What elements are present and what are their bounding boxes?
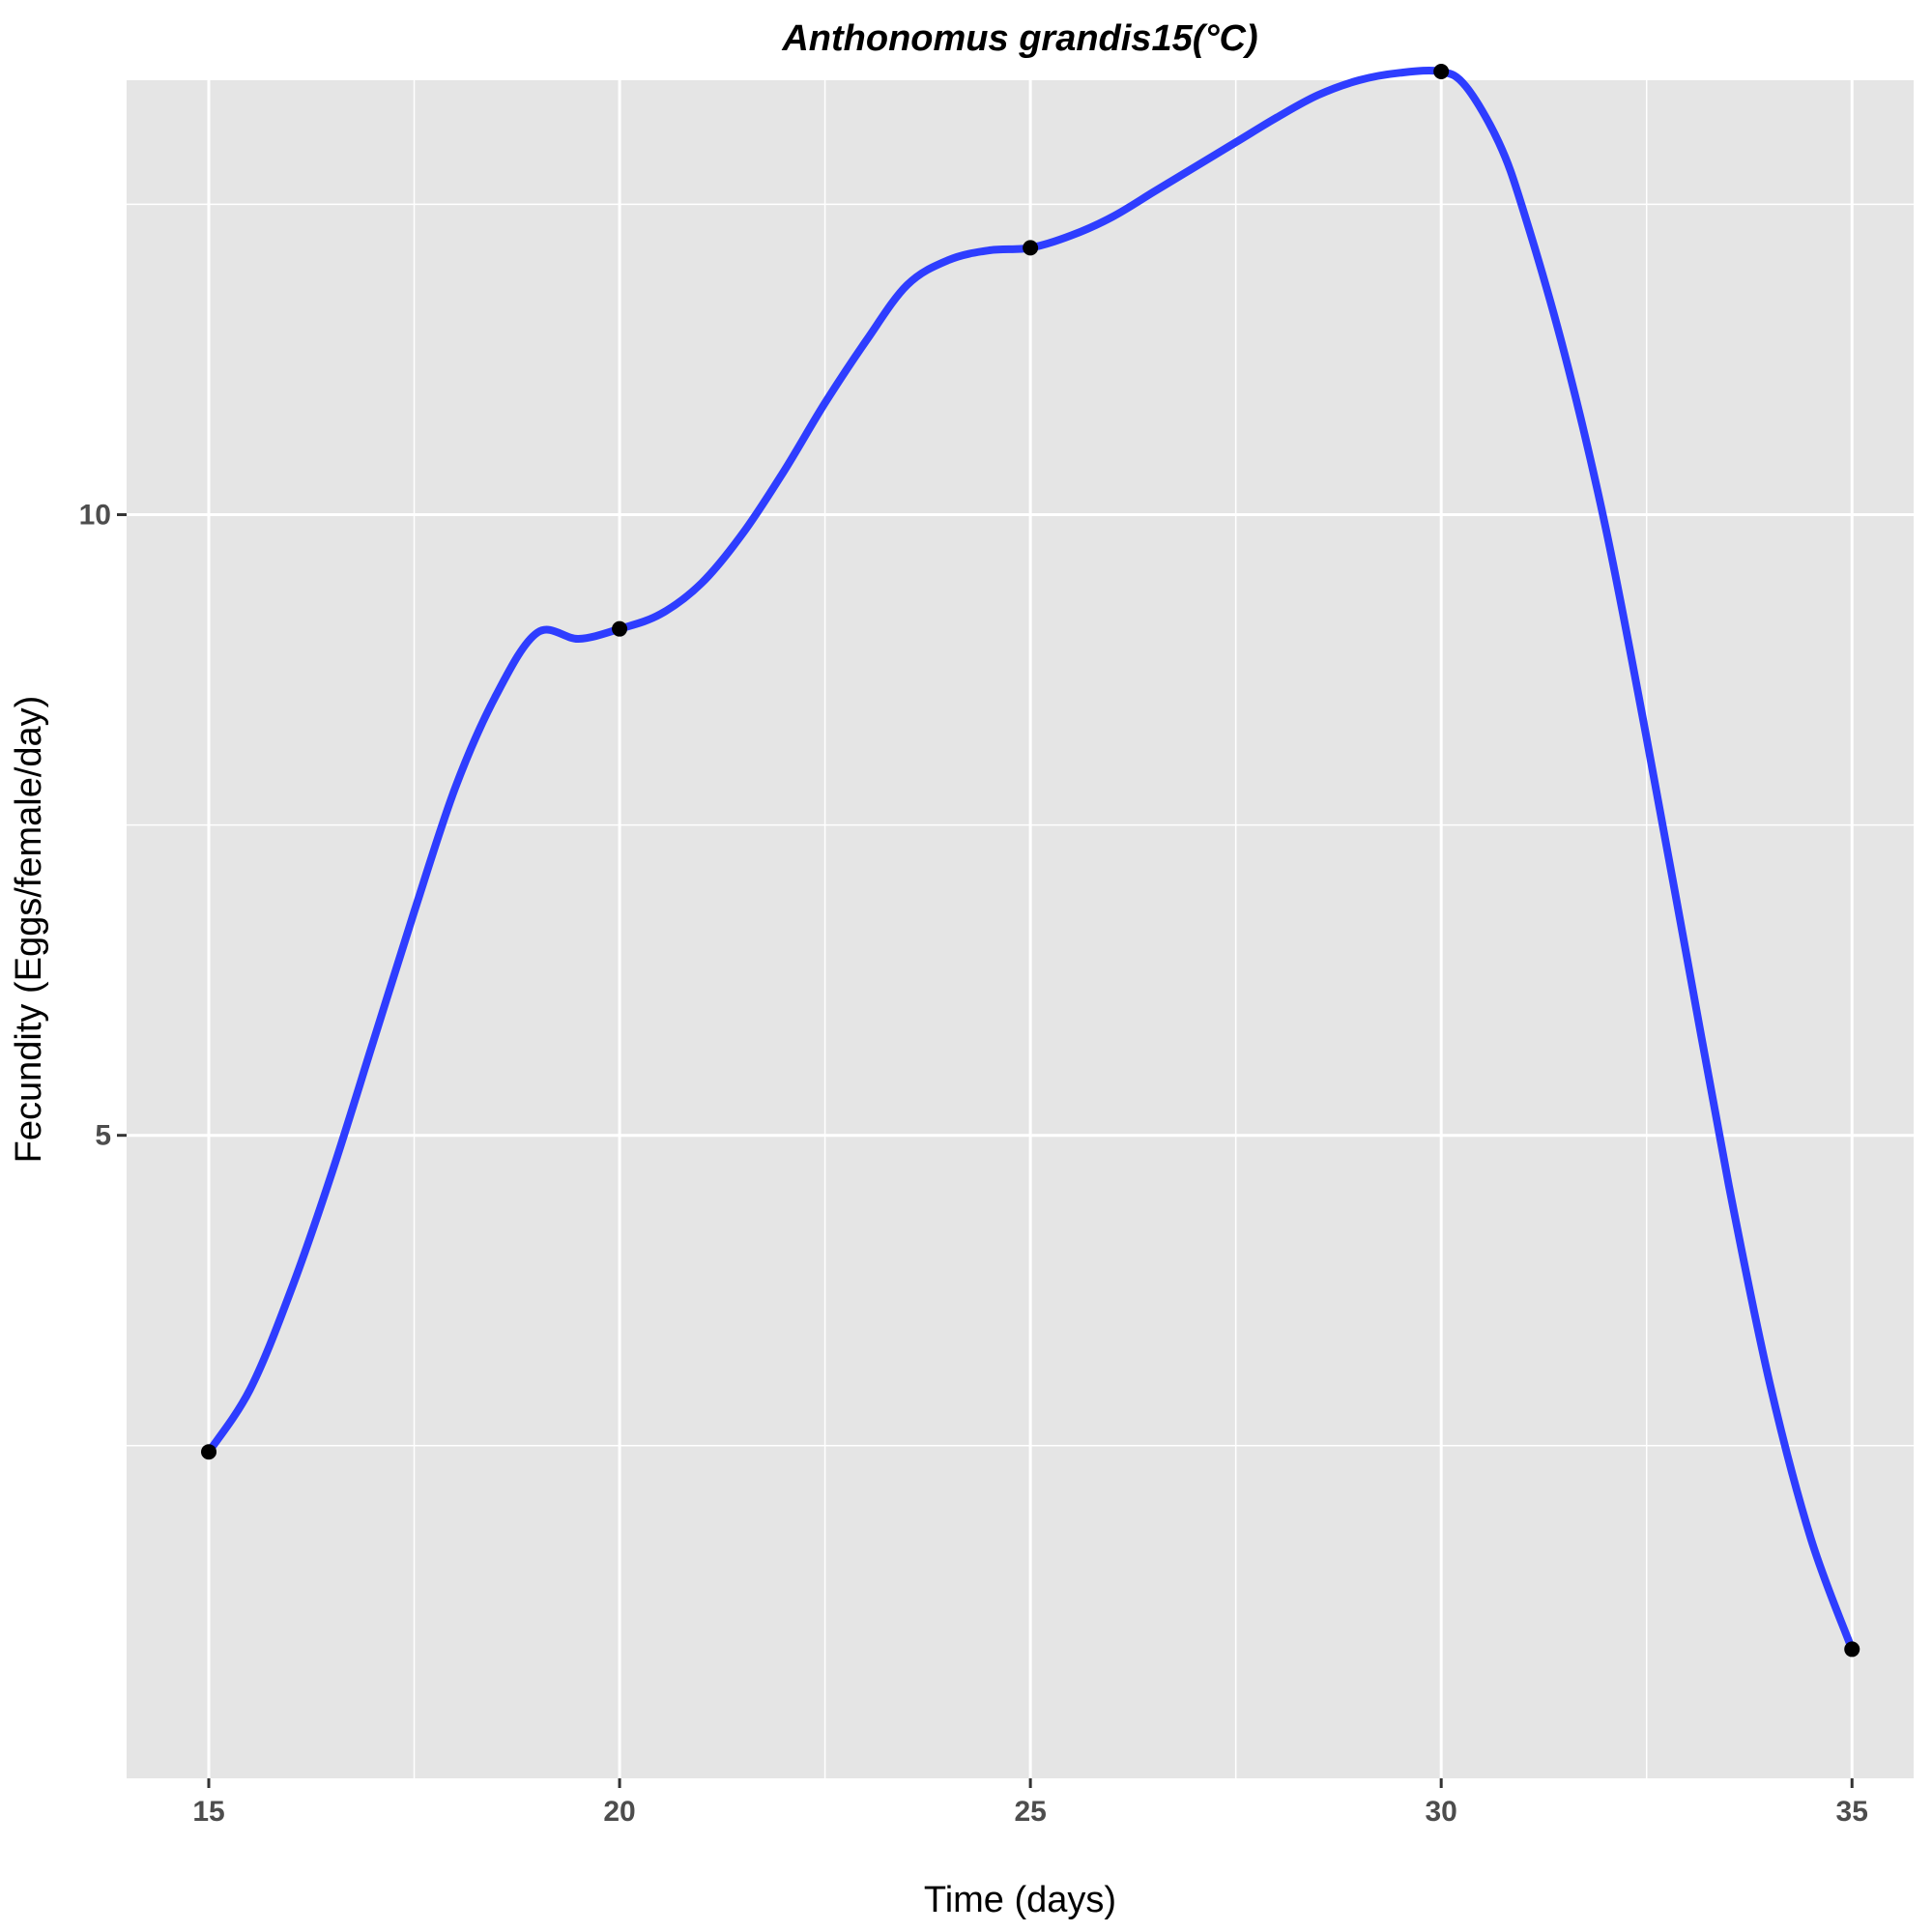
x-axis-ticks: 15 20 25 30 35 [192,1778,1868,1828]
x-tick-label: 30 [1425,1796,1456,1828]
x-tick-label: 35 [1836,1796,1868,1828]
x-tick-label: 25 [1014,1796,1046,1828]
plot-panel [127,80,1914,1778]
x-tick-label: 15 [192,1796,224,1828]
chart-title: Anthonomus grandis15(°C) [781,18,1257,59]
y-axis-ticks: 5 10 [79,500,127,1152]
data-points [201,64,1860,1658]
x-axis-title: Time (days) [924,1880,1116,1920]
major-gridlines [127,80,1914,1778]
y-axis-title: Fecundity (Eggs/female/day) [9,696,49,1164]
y-tick-label: 10 [79,500,111,532]
fecundity-series-line [205,67,1857,1654]
data-point [1023,240,1039,256]
minor-gridlines [127,80,1914,1778]
x-tick-label: 20 [603,1796,635,1828]
data-point [1844,1641,1860,1658]
data-point [201,1444,217,1460]
data-point [612,620,628,637]
data-point [1433,64,1450,80]
y-tick-label: 5 [95,1120,111,1152]
